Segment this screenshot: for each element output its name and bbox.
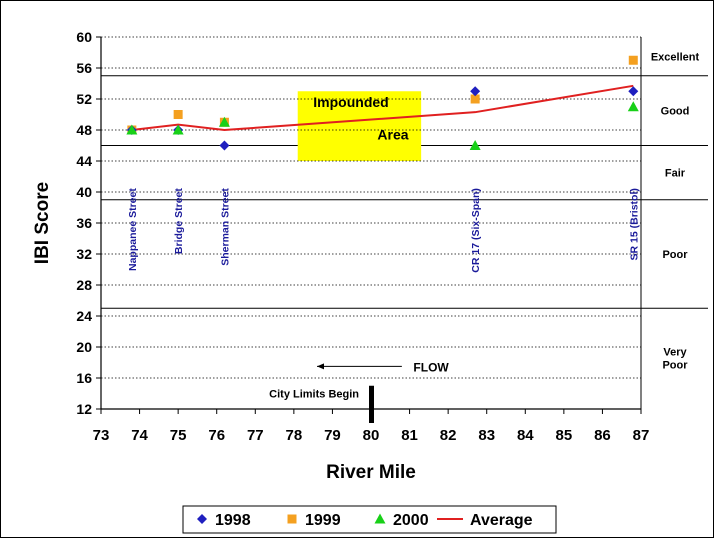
x-tick-label: 85 (556, 427, 573, 444)
x-tick-label: 86 (594, 427, 611, 444)
legend-label: 1999 (305, 512, 341, 529)
x-tick-label: 80 (363, 427, 380, 444)
band-label: Excellent (651, 51, 700, 63)
y-tick-label: 32 (76, 246, 92, 262)
y-tick-label: 40 (76, 184, 92, 200)
site-label: SR 15 (Bristol) (628, 188, 640, 260)
y-tick-label: 24 (76, 308, 92, 324)
x-axis-title: River Mile (326, 462, 416, 483)
flow-arrow-head (317, 363, 324, 370)
legend-label: 2000 (393, 512, 429, 529)
band-label: Poor (662, 360, 688, 372)
average-line (131, 84, 634, 132)
x-tick-label: 87 (633, 427, 650, 444)
x-tick-label: 79 (324, 427, 341, 444)
y-tick-label: 16 (76, 370, 92, 386)
legend-label: 1998 (215, 512, 251, 529)
x-tick-label: 73 (93, 427, 110, 444)
legend-label: Average (470, 512, 533, 529)
point-2000 (218, 116, 230, 127)
area-label: Area (377, 126, 408, 142)
y-tick-label: 52 (76, 91, 92, 107)
y-tick-label: 60 (76, 29, 92, 45)
legend-marker-1998 (197, 514, 207, 524)
y-tick-label: 48 (76, 122, 92, 138)
band-label: Fair (665, 168, 686, 180)
x-tick-label: 77 (247, 427, 264, 444)
x-tick-label: 82 (440, 427, 457, 444)
point-1999 (173, 110, 183, 119)
legend-marker-2000 (374, 513, 386, 524)
x-tick-label: 83 (478, 427, 495, 444)
x-tick-label: 74 (131, 427, 148, 444)
point-1998 (219, 140, 230, 151)
legend-marker-1999 (287, 514, 297, 524)
y-axis-title: IBI Score (32, 182, 53, 264)
point-2000 (469, 140, 481, 150)
point-2000 (627, 101, 639, 112)
point-2000 (126, 124, 138, 135)
x-tick-label: 81 (401, 427, 418, 444)
y-tick-label: 44 (76, 153, 92, 169)
band-label: Poor (662, 249, 688, 261)
point-2000 (172, 124, 184, 135)
impounded-label: Impounded (313, 94, 388, 110)
flow-label: FLOW (413, 360, 449, 374)
site-label: Bridge Street (173, 188, 185, 254)
point-1999 (470, 94, 480, 104)
y-tick-label: 36 (76, 215, 92, 231)
band-label: Good (661, 106, 690, 118)
y-tick-label: 28 (76, 277, 92, 293)
legend-box (182, 505, 557, 534)
site-label: CR 17 (Six-Span) (470, 188, 482, 273)
point-1998 (628, 86, 639, 97)
y-tick-label: 12 (76, 401, 92, 417)
site-label: Sherman Street (219, 188, 231, 266)
x-tick-label: 76 (208, 427, 225, 444)
x-tick-label: 84 (517, 427, 534, 444)
city-limits-label: City Limits Begin (269, 388, 359, 400)
point-1999 (628, 55, 638, 65)
city-limits-marker (369, 385, 374, 423)
band-label: Very (663, 347, 687, 359)
x-tick-label: 78 (286, 427, 303, 444)
x-tick-label: 75 (170, 427, 187, 444)
y-tick-label: 20 (76, 339, 92, 355)
y-tick-label: 56 (76, 60, 92, 76)
impounded-area-box (297, 91, 422, 161)
point-1998 (470, 86, 481, 97)
site-label: Nappanee Street (127, 188, 139, 271)
